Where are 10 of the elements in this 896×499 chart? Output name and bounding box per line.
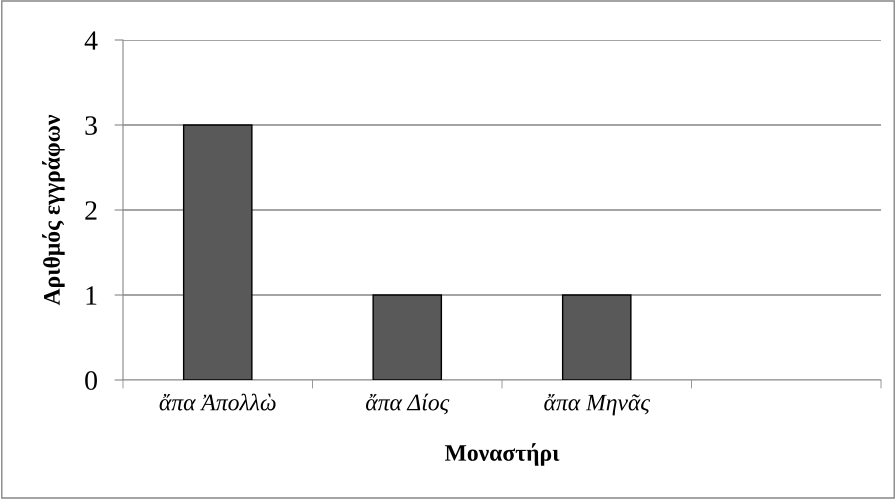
x-axis-title: Μοναστήρι: [444, 443, 560, 466]
x-tick-label: ἄπα Ἀπολλὼ: [160, 394, 276, 411]
y-tick-label: 2: [85, 201, 96, 220]
x-tick-label: ἄπα Δίος: [366, 394, 450, 414]
y-axis-title: Αριθμός εγγράφων: [42, 114, 65, 306]
y-tick-label: 4: [84, 31, 98, 50]
y-tick-label: 3: [85, 116, 97, 135]
y-tick-label: 1: [86, 286, 96, 305]
y-tick-label: 0: [85, 371, 97, 390]
x-tick-label: ἄπα Μηνᾶς: [544, 394, 650, 416]
